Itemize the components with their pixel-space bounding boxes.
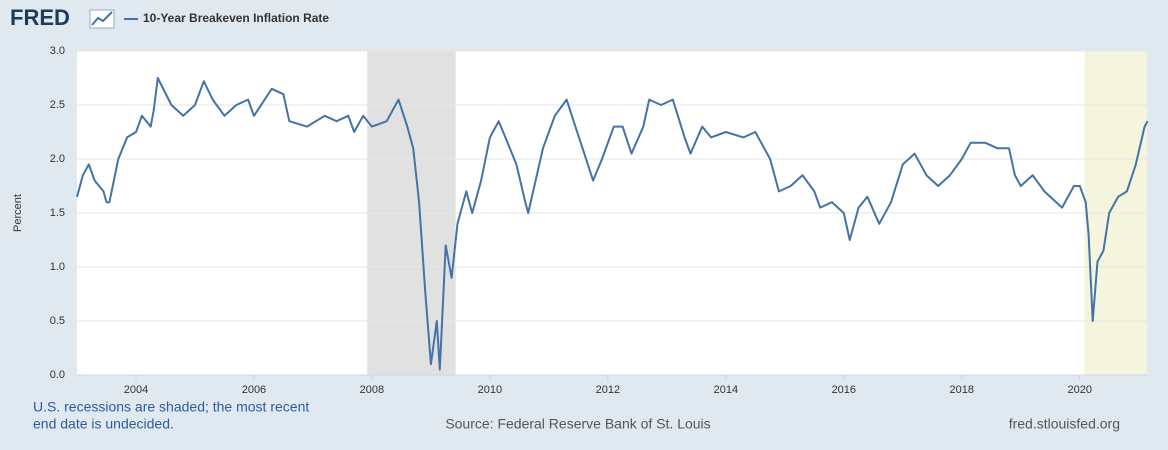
y-tick-label: 1.5	[50, 207, 65, 219]
x-tick-label: 2004	[124, 384, 148, 396]
x-tick-label: 2016	[832, 384, 856, 396]
series-line	[76, 77, 1149, 371]
y-tick-label: 0.5	[50, 315, 65, 327]
y-axis-label: Percent	[12, 194, 24, 232]
y-tick-label: 2.5	[50, 99, 65, 111]
site: fred.stlouisfed.org	[1009, 416, 1120, 432]
x-tick-label: 2020	[1068, 384, 1092, 396]
logo: FRED	[10, 5, 70, 30]
note-line: end date is undecided.	[33, 416, 174, 432]
y-tick-label: 3.0	[50, 45, 65, 57]
note-line: U.S. recessions are shaded; the most rec…	[33, 399, 309, 415]
x-tick-label: 2010	[478, 384, 502, 396]
x-tick-label: 2018	[950, 384, 974, 396]
x-tick-label: 2012	[596, 384, 620, 396]
x-tick-label: 2008	[360, 384, 384, 396]
legend-label: 10-Year Breakeven Inflation Rate	[143, 11, 329, 25]
y-tick-label: 2.0	[50, 153, 65, 165]
source: Source: Federal Reserve Bank of St. Loui…	[445, 416, 710, 432]
logo-icon	[89, 9, 115, 29]
y-tick-label: 0.0	[50, 369, 65, 381]
y-tick-label: 1.0	[50, 261, 65, 273]
x-tick-label: 2014	[714, 384, 738, 396]
x-tick-label: 2006	[242, 384, 266, 396]
